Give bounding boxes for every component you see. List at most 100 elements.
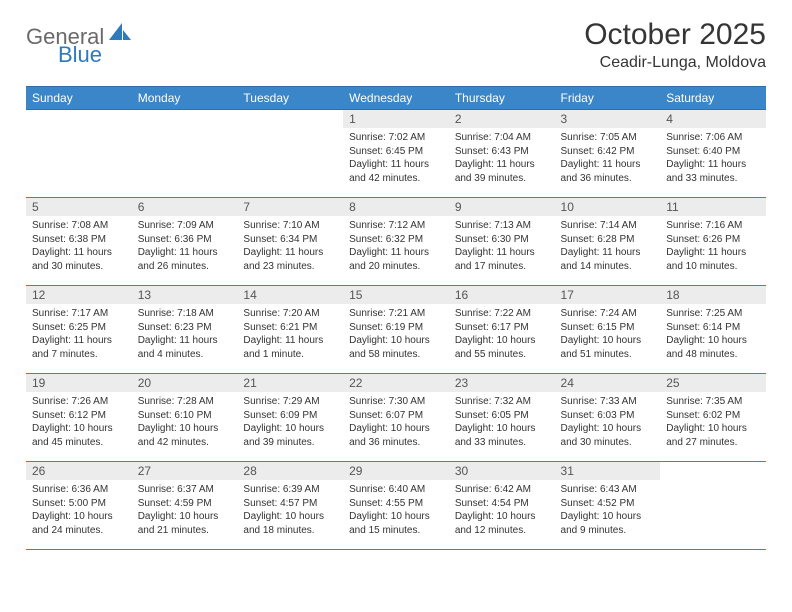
sunset-text: Sunset: 6:21 PM (243, 321, 337, 335)
calendar-cell: 20Sunrise: 7:28 AMSunset: 6:10 PMDayligh… (132, 374, 238, 462)
daylight-text: Daylight: 11 hours and 30 minutes. (32, 246, 126, 273)
sunset-text: Sunset: 6:36 PM (138, 233, 232, 247)
day-number: 13 (132, 286, 238, 304)
sunrise-text: Sunrise: 7:12 AM (349, 219, 443, 233)
sunset-text: Sunset: 6:42 PM (561, 145, 655, 159)
daylight-text: Daylight: 11 hours and 1 minute. (243, 334, 337, 361)
calendar-cell: 14 Sunrise: 7:20 AMSunset: 6:21 PMDayligh… (237, 286, 343, 374)
sunrise-text: Sunrise: 7:25 AM (666, 307, 760, 321)
cell-body: Sunrise: 6:36 AMSunset: 5:00 PMDaylight:… (26, 480, 132, 541)
cell-body: Sunrise: 7:16 AMSunset: 6:26 PMDaylight:… (660, 216, 766, 277)
sunrise-text: Sunrise: 7:18 AM (138, 307, 232, 321)
calendar-cell (660, 462, 766, 550)
sunset-text: Sunset: 6:32 PM (349, 233, 443, 247)
day-number: 22 (343, 374, 449, 392)
calendar-cell: 23Sunrise: 7:32 AMSunset: 6:05 PMDayligh… (449, 374, 555, 462)
cell-body: Sunrise: 7:09 AMSunset: 6:36 PMDaylight:… (132, 216, 238, 277)
cell-body: Sunrise: 7:06 AMSunset: 6:40 PMDaylight:… (660, 128, 766, 189)
cell-body: Sunrise: 7:21 AMSunset: 6:19 PMDaylight:… (343, 304, 449, 365)
sunset-text: Sunset: 6:28 PM (561, 233, 655, 247)
sunset-text: Sunset: 6:40 PM (666, 145, 760, 159)
daylight-text: Daylight: 10 hours and 21 minutes. (138, 510, 232, 537)
daylight-text: Daylight: 11 hours and 33 minutes. (666, 158, 760, 185)
sunrise-text: Sunrise: 7:20 AM (243, 307, 337, 321)
sunset-text: Sunset: 6:26 PM (666, 233, 760, 247)
sunrise-text: Sunrise: 7:32 AM (455, 395, 549, 409)
sunset-text: Sunset: 6:43 PM (455, 145, 549, 159)
day-number: 15 (343, 286, 449, 304)
cell-body: Sunrise: 7:14 AMSunset: 6:28 PMDaylight:… (555, 216, 661, 277)
sunset-text: Sunset: 6:45 PM (349, 145, 443, 159)
sunrise-text: Sunrise: 7:24 AM (561, 307, 655, 321)
day-number: 24 (555, 374, 661, 392)
cell-body: Sunrise: 7:18 AMSunset: 6:23 PMDaylight:… (132, 304, 238, 365)
daylight-text: Daylight: 11 hours and 14 minutes. (561, 246, 655, 273)
cell-body: Sunrise: 7:05 AMSunset: 6:42 PMDaylight:… (555, 128, 661, 189)
sunrise-text: Sunrise: 6:43 AM (561, 483, 655, 497)
day-number: 31 (555, 462, 661, 480)
sunset-text: Sunset: 6:38 PM (32, 233, 126, 247)
sunrise-text: Sunrise: 6:39 AM (243, 483, 337, 497)
sunrise-text: Sunrise: 7:04 AM (455, 131, 549, 145)
calendar-cell (132, 110, 238, 198)
sunset-text: Sunset: 6:09 PM (243, 409, 337, 423)
calendar-cell: 25Sunrise: 7:35 AMSunset: 6:02 PMDayligh… (660, 374, 766, 462)
calendar-week-row: 5Sunrise: 7:08 AMSunset: 6:38 PMDaylight… (26, 198, 766, 286)
sunset-text: Sunset: 6:10 PM (138, 409, 232, 423)
day-number: 2 (449, 110, 555, 128)
daylight-text: Daylight: 11 hours and 42 minutes. (349, 158, 443, 185)
calendar-cell: 2Sunrise: 7:04 AMSunset: 6:43 PMDaylight… (449, 110, 555, 198)
header: General Blue October 2025 Ceadir-Lunga, … (26, 18, 766, 72)
day-number: 18 (660, 286, 766, 304)
sunset-text: Sunset: 6:02 PM (666, 409, 760, 423)
day-number: 7 (237, 198, 343, 216)
day-number: 29 (343, 462, 449, 480)
calendar-week-row: 12Sunrise: 7:17 AMSunset: 6:25 PMDayligh… (26, 286, 766, 374)
weekday-header: Sunday (26, 87, 132, 110)
sunrise-text: Sunrise: 7:10 AM (243, 219, 337, 233)
day-number: 12 (26, 286, 132, 304)
cell-body: Sunrise: 7:29 AMSunset: 6:09 PMDaylight:… (237, 392, 343, 453)
logo: General Blue (26, 24, 131, 50)
sunset-text: Sunset: 6:12 PM (32, 409, 126, 423)
calendar-week-row: 1Sunrise: 7:02 AMSunset: 6:45 PMDaylight… (26, 110, 766, 198)
day-number: 28 (237, 462, 343, 480)
day-number (26, 110, 132, 128)
day-number: 30 (449, 462, 555, 480)
calendar-cell: 4Sunrise: 7:06 AMSunset: 6:40 PMDaylight… (660, 110, 766, 198)
calendar-cell (237, 110, 343, 198)
calendar-cell: 22Sunrise: 7:30 AMSunset: 6:07 PMDayligh… (343, 374, 449, 462)
sunset-text: Sunset: 6:03 PM (561, 409, 655, 423)
sunrise-text: Sunrise: 7:13 AM (455, 219, 549, 233)
cell-body: Sunrise: 7:17 AMSunset: 6:25 PMDaylight:… (26, 304, 132, 365)
calendar-week-row: 26Sunrise: 6:36 AMSunset: 5:00 PMDayligh… (26, 462, 766, 550)
weekday-header: Wednesday (343, 87, 449, 110)
calendar-cell: 15Sunrise: 7:21 AMSunset: 6:19 PMDayligh… (343, 286, 449, 374)
sunset-text: Sunset: 6:23 PM (138, 321, 232, 335)
day-number: 10 (555, 198, 661, 216)
calendar-cell: 9Sunrise: 7:13 AMSunset: 6:30 PMDaylight… (449, 198, 555, 286)
day-number: 5 (26, 198, 132, 216)
day-number: 27 (132, 462, 238, 480)
sunset-text: Sunset: 6:17 PM (455, 321, 549, 335)
sunrise-text: Sunrise: 6:42 AM (455, 483, 549, 497)
calendar-cell: 13Sunrise: 7:18 AMSunset: 6:23 PMDayligh… (132, 286, 238, 374)
day-number: 16 (449, 286, 555, 304)
cell-body: Sunrise: 6:39 AMSunset: 4:57 PMDaylight:… (237, 480, 343, 541)
day-number: 26 (26, 462, 132, 480)
day-number: 3 (555, 110, 661, 128)
cell-body: Sunrise: 7:22 AMSunset: 6:17 PMDaylight:… (449, 304, 555, 365)
sunrise-text: Sunrise: 7:22 AM (455, 307, 549, 321)
day-number: 8 (343, 198, 449, 216)
daylight-text: Daylight: 11 hours and 7 minutes. (32, 334, 126, 361)
daylight-text: Daylight: 10 hours and 55 minutes. (455, 334, 549, 361)
sunset-text: Sunset: 4:55 PM (349, 497, 443, 511)
day-number: 14 (237, 286, 343, 304)
sunset-text: Sunset: 6:19 PM (349, 321, 443, 335)
sunset-text: Sunset: 6:30 PM (455, 233, 549, 247)
sunrise-text: Sunrise: 7:21 AM (349, 307, 443, 321)
sunset-text: Sunset: 6:34 PM (243, 233, 337, 247)
calendar-cell: 16Sunrise: 7:22 AMSunset: 6:17 PMDayligh… (449, 286, 555, 374)
cell-body: Sunrise: 6:42 AMSunset: 4:54 PMDaylight:… (449, 480, 555, 541)
calendar-cell: 5Sunrise: 7:08 AMSunset: 6:38 PMDaylight… (26, 198, 132, 286)
